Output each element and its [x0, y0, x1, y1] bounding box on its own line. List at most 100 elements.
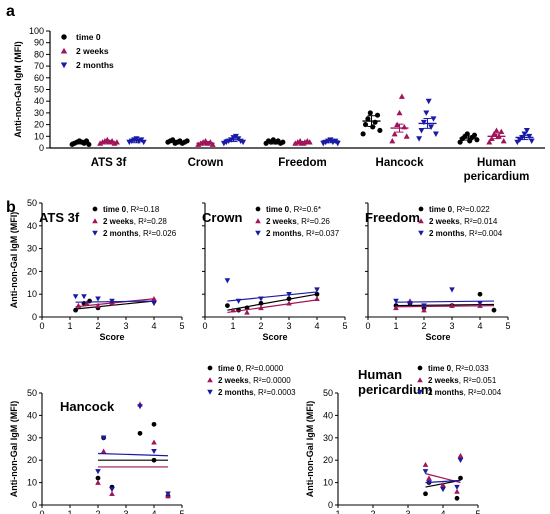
panel-a-point-time-0 — [367, 110, 373, 116]
y-tick-label-hancock: 40 — [27, 410, 37, 420]
x-tick-label-ats-3f: 5 — [179, 321, 184, 331]
point-crown-2-weeks — [258, 305, 264, 311]
x-tick-label-ats-3f: 1 — [67, 321, 72, 331]
legend-separator: , — [241, 364, 245, 373]
x-tick-label-hancock: 5 — [179, 509, 184, 514]
panel-b-freedom: 0 1 2 3 4 5 Score Freedom time 0, R²=0.022 2 week… — [365, 202, 511, 342]
legend-entry-human-pericardium-time-0: time 0, R²=0.033 — [428, 364, 489, 373]
point-freedom-time-0 — [477, 291, 483, 297]
panel-a-y-tick-label: 50 — [34, 85, 44, 95]
panel-a-y-tick-label: 90 — [34, 38, 44, 48]
y-tick-label-ats-3f: 20 — [27, 266, 37, 276]
legend-separator: , — [139, 229, 143, 238]
panel-a-category-label: Hancock — [376, 157, 425, 169]
panel-a-point-2-weeks — [389, 137, 396, 144]
legend-series-name: time 0 — [266, 205, 290, 214]
x-tick-label-hancock: 4 — [151, 509, 156, 514]
panel-a-y-axis-label: Anti-non-Gal IgM (MFI) — [13, 41, 23, 137]
legend-marker-time-0 — [61, 34, 67, 40]
fit-line-human-pericardium-2-months — [425, 479, 461, 484]
point-freedom-2-months — [477, 301, 483, 307]
point-crown-2-weeks — [286, 300, 292, 306]
point-ats-3f-time-0 — [73, 307, 78, 313]
point-human-pericardium-2-weeks — [422, 461, 429, 467]
point-ats-3f-2-weeks — [95, 302, 101, 308]
legend-marker-crown-time-0 — [255, 206, 261, 212]
point-crown-2-weeks — [244, 309, 250, 315]
panel-a-y-tick-label: 80 — [34, 49, 44, 59]
panel-a-category-label: Human — [477, 157, 516, 169]
panel-a-point-2-months — [526, 133, 533, 140]
panel-a-point-2-weeks — [488, 135, 495, 142]
panel-a-point-time-0 — [471, 132, 478, 138]
legend-series-name: time 0 — [103, 205, 127, 214]
panel-a-point-2-months — [430, 116, 437, 122]
panel-a-point-2-weeks — [209, 141, 216, 147]
panel-a-point-2-months — [423, 110, 430, 116]
point-hancock-time-0 — [151, 457, 157, 463]
legend-series-name: 2 weeks — [428, 376, 459, 385]
point-crown-2-weeks — [230, 307, 236, 313]
legend-marker-human-pericardium-time-0 — [417, 365, 423, 371]
legend-separator: , — [297, 217, 301, 226]
panel-a-point-2-weeks — [486, 139, 493, 145]
fit-line-hancock-2-months — [97, 452, 169, 457]
point-crown-time-0 — [225, 303, 230, 308]
legend-series-name: time 0 — [429, 205, 453, 214]
x-tick-label-freedom: 0 — [365, 321, 370, 331]
legend-separator: , — [289, 205, 293, 214]
legend-r2: R²=0.0003 — [258, 388, 296, 397]
legend-label-2-months: 2 months — [76, 60, 114, 70]
legend-marker-human-pericardium-2-months — [417, 389, 423, 395]
point-human-pericardium-2-weeks — [440, 482, 446, 488]
legend-entry-crown-2-months: 2 months, R²=0.037 — [266, 229, 340, 238]
x-tick-label-ats-3f: 0 — [39, 321, 44, 331]
legend-marker-hancock-2-months — [207, 389, 213, 395]
point-hancock-time-0 — [151, 421, 157, 427]
legend-r2: R²=0.014 — [464, 217, 498, 226]
y-tick-label-ats-3f: 50 — [27, 198, 37, 208]
point-ats-3f-2-months — [72, 294, 79, 300]
x-tick-label-human-pericardium: 5 — [475, 509, 480, 514]
panel-title-freedom: Freedom — [365, 210, 420, 225]
point-ats-3f-2-months — [81, 294, 87, 300]
x-tick-label-human-pericardium: 4 — [440, 509, 445, 514]
y-tick-label-hancock: 10 — [27, 478, 37, 488]
y-tick-label-human-pericardium: 30 — [323, 433, 333, 443]
point-human-pericardium-2-weeks — [454, 488, 460, 494]
legend-series-name: time 0 — [428, 364, 452, 373]
panel-a-point-2-weeks — [398, 93, 405, 99]
y-tick-label-human-pericardium: 10 — [323, 478, 333, 488]
point-hancock-2-weeks — [100, 448, 107, 454]
fit-line-freedom-time-0 — [395, 303, 495, 307]
panel-a-point-2-months — [428, 124, 435, 130]
legend-r2: R²=0.6* — [294, 205, 321, 214]
panel-a-y-tick-label: 0 — [39, 143, 44, 153]
y-tick-label-human-pericardium: 50 — [323, 388, 333, 398]
x-tick-label-crown: 2 — [258, 321, 263, 331]
point-human-pericardium-time-0 — [454, 495, 460, 501]
x-axis-label-freedom: Score — [425, 332, 450, 342]
x-tick-label-crown: 5 — [342, 321, 347, 331]
legend-entry-ats-3f-time-0: time 0, R²=0.18 — [103, 205, 160, 214]
legend-entry-crown-2-weeks: 2 weeks, R²=0.26 — [266, 217, 330, 226]
panel-a-point-time-0 — [360, 131, 366, 137]
point-crown-2-months — [235, 298, 242, 304]
legend-separator: , — [126, 205, 130, 214]
legend-r2: R²=0.004 — [468, 388, 502, 397]
panel-a-y-tick-label: 20 — [34, 120, 44, 130]
panel-a-point-2-months — [523, 128, 530, 134]
panel-a-point-2-months — [418, 128, 425, 134]
y-tick-label-human-pericardium: 0 — [328, 500, 333, 510]
point-freedom-2-months — [449, 287, 455, 293]
panel-a-point-2-weeks — [498, 128, 505, 135]
legend-marker-ats-3f-time-0 — [92, 206, 98, 212]
point-crown-2-months — [314, 287, 320, 293]
y-tick-label-ats-3f: 40 — [27, 221, 37, 231]
legend-marker-ats-3f-2-months — [92, 230, 98, 236]
y-tick-label-human-pericardium: 40 — [323, 410, 333, 420]
legend-entry-hancock-time-0: time 0, R²=0.0000 — [218, 364, 284, 373]
